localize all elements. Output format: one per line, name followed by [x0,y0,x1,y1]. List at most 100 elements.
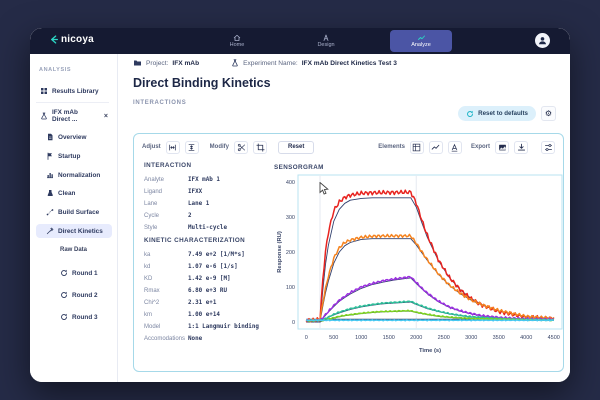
sidebar-item-results-library[interactable]: Results Library [36,84,112,98]
sidebar-item-clean[interactable]: Clean [42,186,112,200]
detail-row: km 1.00 e+14 [144,309,272,321]
logo-arrow-icon [50,35,59,44]
sidebar-item-round-3[interactable]: Round 3 [56,310,112,324]
svg-text:1500: 1500 [383,335,395,341]
row-label: Model [144,324,161,330]
beaker-icon [46,189,54,197]
row-label: km [144,312,152,318]
project-label: Project: [146,59,169,67]
row-label: ka [144,252,151,258]
tab-label: Design [317,41,335,48]
detail-row: Style Multi-cycle [144,222,272,234]
scatter-route-icon [46,208,54,216]
sidebar-item-label: IFX mAb Direct ... [52,109,78,123]
top-nav-bar: nicoya Home Design Analyze [30,28,570,54]
sidebar-item-label: Results Library [52,87,99,95]
pipette-icon [46,227,54,235]
sidebar-item-direct-kinetics[interactable]: Direct Kinetics [36,224,112,238]
tab-home[interactable]: Home [213,30,261,52]
document-icon [46,133,54,141]
row-label: Accomodations [144,336,186,342]
row-value: 7.49 e+2 [1/M*s] [188,252,245,258]
sidebar-item-overview[interactable]: Overview [42,130,112,144]
row-label: Cycle [144,213,160,219]
logo-text: nicoya [61,34,94,45]
reset-to-defaults-label: Reset to defaults [478,110,528,117]
row-label: Ligand [144,189,163,195]
row-label: kd [144,264,151,270]
refresh-icon [60,291,68,299]
sensorgram-chart[interactable]: SENSORGRAM 0 100 200 300 400 0 500 1000 1500 2000 2… [274,161,566,369]
scissors-icon[interactable] [234,140,249,154]
row-value: 1.07 e-6 [1/s] [188,264,238,270]
detail-row: Ligand IFXX [144,186,272,198]
reset-button[interactable]: Reset [278,140,315,154]
detail-row: Cycle 2 [144,210,272,222]
svg-text:3000: 3000 [465,335,477,341]
svg-text:1000: 1000 [355,335,367,341]
svg-text:2000: 2000 [410,335,422,341]
flag-icon [46,152,54,160]
adjust-horizontal-icon[interactable] [165,140,180,154]
sidebar-item-label: Build Surface [58,208,100,216]
sidebar-item-label: Round 3 [72,313,98,321]
row-value: 1:1 Langmuir binding [188,324,259,330]
row-label: KD [144,276,153,282]
tab-label: Home [229,41,245,48]
svg-text:2500: 2500 [438,335,450,341]
detail-row: Rmax 6.80 e+3 RU [144,285,272,297]
detail-row: KD 1.42 e-9 [M] [144,273,272,285]
row-label: Analyte [144,177,165,183]
row-label: Lane [144,201,158,207]
sidebar-item-round-2[interactable]: Round 2 [56,288,112,302]
detail-row: Lane Lane 1 [144,198,272,210]
project-value[interactable]: IFX mAb [172,59,200,67]
sidebar-item-experiment[interactable]: IFX mAb Direct ... × [36,109,112,123]
home-icon [233,34,241,42]
detail-row: Accomodations None [144,333,272,345]
folder-icon [133,59,142,67]
nicoya-logo: nicoya [50,34,94,45]
sidebar-item-normalization[interactable]: Normalization [42,168,112,182]
detail-row: Chi^2 2.31 e+1 [144,297,272,309]
tab-analyze[interactable]: Analyze [390,30,452,52]
line-chart-icon[interactable] [428,140,443,154]
svg-text:Response (RU): Response (RU) [277,231,283,273]
sidebar-divider [36,102,109,103]
adjust-vertical-icon[interactable] [184,140,199,154]
table-icon[interactable] [409,140,424,154]
row-value: Lane 1 [188,201,210,207]
svg-text:Time (s): Time (s) [419,348,441,354]
sidebar-item-round-1[interactable]: Round 1 [56,266,112,280]
row-label: Rmax [144,288,160,294]
download-icon[interactable] [514,140,528,154]
breadcrumb: Project: IFX mAb Experiment Name: IFX mA… [133,59,397,67]
export-label: Export [470,144,490,150]
reset-to-defaults-button[interactable]: Reset to defaults [458,106,536,121]
user-avatar[interactable] [535,33,550,48]
experiment-flask-icon [231,59,239,67]
sidebar-item-label: Startup [58,152,81,160]
experiment-value[interactable]: IFX mAb Direct Kinetics Test 3 [301,59,397,67]
app-window: nicoya Home Design Analyze ANALYSIS [30,28,570,382]
sidebar-item-startup[interactable]: Startup [42,149,112,163]
sidebar-item-label: Direct Kinetics [58,227,103,235]
refresh-icon [60,269,68,277]
sliders-icon[interactable] [541,140,555,154]
refresh-icon [60,313,68,321]
image-icon[interactable] [495,140,509,154]
row-label: Chi^2 [144,300,160,306]
chart-bars-icon [46,171,54,179]
row-value: Multi-cycle [188,225,228,231]
sidebar-item-build-surface[interactable]: Build Surface [42,205,112,219]
row-value: 2 [188,213,192,219]
font-icon[interactable] [447,140,462,154]
close-icon[interactable]: × [103,112,108,120]
crop-icon[interactable] [253,140,268,154]
row-value: None [188,336,203,342]
svg-text:100: 100 [286,285,295,291]
svg-text:500: 500 [329,335,338,341]
settings-gear-icon[interactable]: ⚙ [541,106,556,121]
tab-design[interactable]: Design [302,30,350,52]
svg-text:3500: 3500 [493,335,505,341]
